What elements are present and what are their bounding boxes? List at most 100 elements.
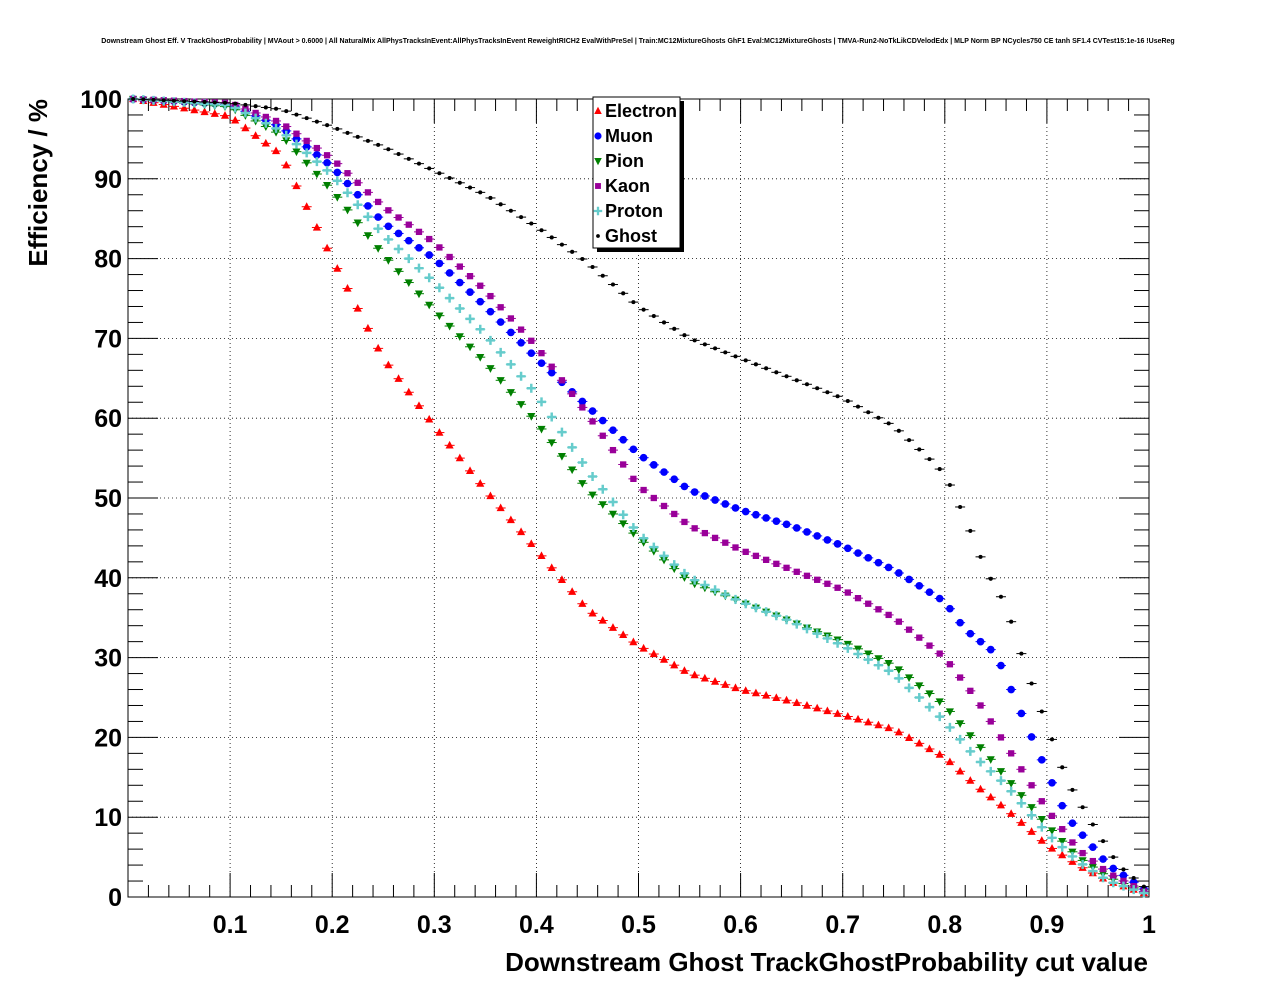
marker-triangle-up <box>905 733 914 741</box>
legend-label-ghost: Ghost <box>605 226 657 246</box>
marker-triangle-down <box>1037 816 1046 824</box>
marker-dot <box>845 399 850 404</box>
marker-cross <box>1108 878 1118 888</box>
marker-cross <box>669 560 679 570</box>
marker-triangle-up <box>568 587 577 595</box>
marker-triangle-up <box>557 575 566 583</box>
marker-triangle-down <box>629 529 638 538</box>
data-points <box>128 94 1149 898</box>
marker-circle <box>343 179 352 188</box>
marker-triangle-up <box>588 608 597 617</box>
marker-triangle-up <box>384 360 393 369</box>
marker-square <box>1048 812 1056 820</box>
marker-square <box>742 548 749 556</box>
legend-label-kaon: Kaon <box>605 176 650 196</box>
marker-triangle-up <box>578 599 587 607</box>
marker-circle <box>1058 801 1067 810</box>
marker-cross <box>353 200 363 210</box>
marker-square <box>1110 872 1117 879</box>
marker-triangle-down <box>547 439 556 448</box>
marker-circle <box>588 407 597 415</box>
marker-triangle-up <box>772 693 781 702</box>
marker-square <box>456 263 463 270</box>
marker-square <box>415 228 423 236</box>
marker-triangle-up <box>353 303 362 312</box>
marker-cross <box>557 427 567 437</box>
marker-triangle-down <box>996 768 1006 776</box>
marker-circle <box>1109 864 1118 873</box>
marker-cross <box>730 594 740 604</box>
marker-cross <box>1057 842 1067 852</box>
marker-dot <box>508 208 513 213</box>
marker-dot <box>1101 839 1106 844</box>
marker-cross <box>577 457 587 467</box>
legend-box <box>592 96 681 249</box>
marker-dot <box>294 112 299 117</box>
marker-circle <box>629 445 638 454</box>
marker-cross <box>1129 885 1139 895</box>
y-tick-label: 30 <box>94 645 122 673</box>
marker-circle <box>711 496 719 504</box>
marker-cross <box>1139 888 1149 898</box>
marker-dot <box>937 467 942 472</box>
marker-dot <box>457 180 462 185</box>
marker-dot <box>896 428 901 433</box>
marker-dot <box>590 264 595 270</box>
marker-cross <box>291 139 301 149</box>
y-tick-label: 10 <box>94 804 122 832</box>
marker-dot <box>641 307 646 312</box>
marker-triangle-up <box>231 115 240 124</box>
legend-label-electron: Electron <box>605 101 677 121</box>
marker-circle <box>1099 855 1107 863</box>
marker-dot <box>559 242 564 247</box>
x-tick-label: 0.2 <box>315 911 350 939</box>
marker-circle <box>997 661 1005 670</box>
marker-triangle-down <box>649 547 658 556</box>
marker-triangle-up <box>741 686 750 694</box>
marker-dot <box>927 457 932 462</box>
marker-square <box>711 534 719 542</box>
marker-square <box>783 564 790 571</box>
marker-circle <box>507 328 515 337</box>
marker-circle <box>456 278 464 287</box>
marker-triangle-up <box>649 649 658 658</box>
x-tick-label: 0.7 <box>825 911 860 939</box>
marker-cross <box>1078 859 1088 869</box>
marker-square <box>374 198 382 206</box>
marker-square <box>701 529 709 537</box>
marker-triangle-down <box>986 756 995 764</box>
marker-dot <box>416 161 422 166</box>
marker-dot <box>804 382 809 387</box>
marker-circle <box>353 190 362 199</box>
marker-dot <box>365 138 370 143</box>
marker-dot <box>1080 805 1085 810</box>
marker-triangle-up <box>1037 836 1046 844</box>
marker-dot <box>1141 884 1146 889</box>
marker-cross <box>1027 810 1037 820</box>
marker-square <box>681 518 688 526</box>
marker-dot <box>662 320 667 325</box>
marker-square <box>595 183 601 189</box>
marker-cross <box>710 585 720 595</box>
marker-circle <box>415 244 423 252</box>
marker-dot <box>610 282 615 287</box>
marker-triangle-up <box>629 637 638 646</box>
marker-square <box>272 117 280 125</box>
marker-dot <box>651 314 656 319</box>
marker-triangle-down <box>425 301 434 310</box>
marker-circle <box>517 338 525 347</box>
marker-square <box>844 589 851 596</box>
marker-square <box>497 304 504 311</box>
marker-square <box>671 510 678 518</box>
marker-triangle-up <box>700 673 709 682</box>
marker-dot <box>672 326 677 331</box>
marker-square <box>252 109 259 117</box>
marker-dot <box>131 96 136 102</box>
marker-cross <box>332 176 342 186</box>
marker-circle <box>752 510 760 519</box>
marker-triangle-down <box>578 480 587 488</box>
marker-dot <box>529 221 534 226</box>
marker-circle <box>527 349 536 357</box>
marker-cross <box>373 224 383 234</box>
marker-triangle-up <box>547 563 556 571</box>
